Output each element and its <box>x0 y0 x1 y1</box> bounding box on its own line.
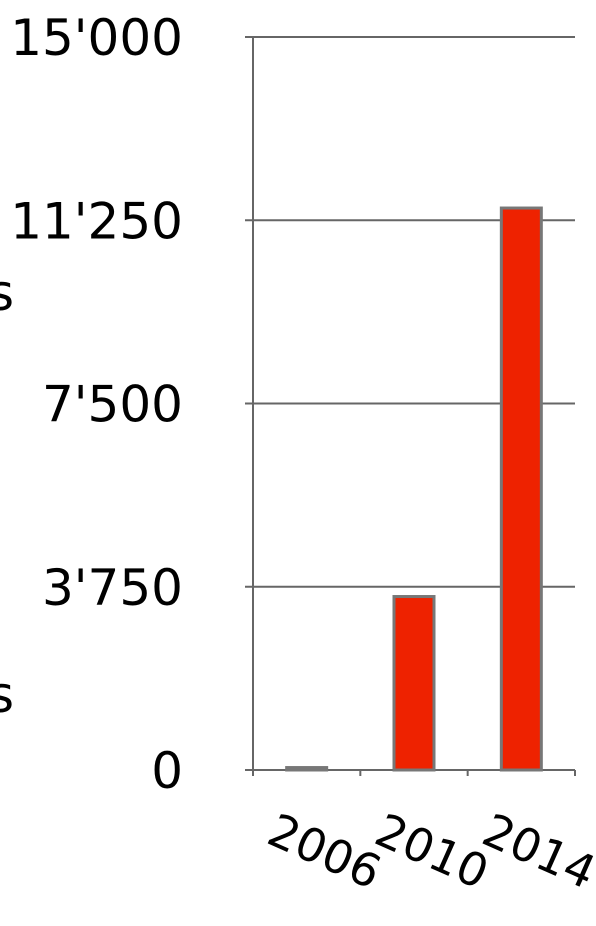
y-tick-label: 0 <box>151 742 183 800</box>
bars <box>285 206 543 772</box>
cropped-axis-title-fragment-upper: s <box>0 264 14 322</box>
bar-2010 <box>392 595 436 772</box>
x-tick-label: 2014 <box>475 803 596 900</box>
x-axis-ticks <box>252 770 576 776</box>
bar-2014 <box>499 206 543 772</box>
cropped-axis-title-fragment-lower: s <box>0 666 14 724</box>
y-tick-label: 7'500 <box>42 376 183 434</box>
y-tick-labels: 0 3'750 7'500 11'250 15'000 <box>10 9 183 800</box>
y-tick-label: 11'250 <box>10 192 183 250</box>
y-tick-label: 3'750 <box>42 559 183 617</box>
y-tick-label: 15'000 <box>10 9 183 67</box>
bar-2006 <box>285 766 329 772</box>
